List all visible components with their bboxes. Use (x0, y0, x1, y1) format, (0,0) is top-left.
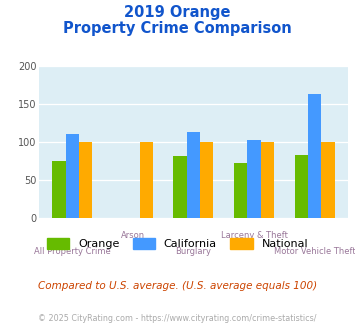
Bar (308, 94, 321, 218)
Bar (140, 142, 153, 218)
Bar (79, 142, 92, 218)
Bar (321, 142, 334, 218)
Text: Burglary: Burglary (175, 247, 212, 256)
Bar (295, 155, 308, 218)
Text: © 2025 CityRating.com - https://www.cityrating.com/crime-statistics/: © 2025 CityRating.com - https://www.city… (38, 314, 317, 323)
Text: Compared to U.S. average. (U.S. average equals 100): Compared to U.S. average. (U.S. average … (38, 281, 317, 291)
Text: 2019 Orange: 2019 Orange (124, 5, 231, 20)
Text: Larceny & Theft: Larceny & Theft (220, 231, 288, 241)
Bar (200, 142, 213, 218)
Legend: Orange, California, National: Orange, California, National (43, 234, 312, 253)
Bar (174, 155, 187, 218)
Text: Motor Vehicle Theft: Motor Vehicle Theft (274, 247, 355, 256)
Bar (261, 142, 274, 218)
Bar (66, 134, 79, 218)
Bar (53, 161, 66, 218)
Text: All Property Crime: All Property Crime (34, 247, 111, 256)
Text: Property Crime Comparison: Property Crime Comparison (63, 21, 292, 36)
Text: Arson: Arson (121, 231, 145, 241)
Bar (187, 132, 200, 218)
Bar (247, 140, 261, 218)
Bar (234, 163, 247, 218)
